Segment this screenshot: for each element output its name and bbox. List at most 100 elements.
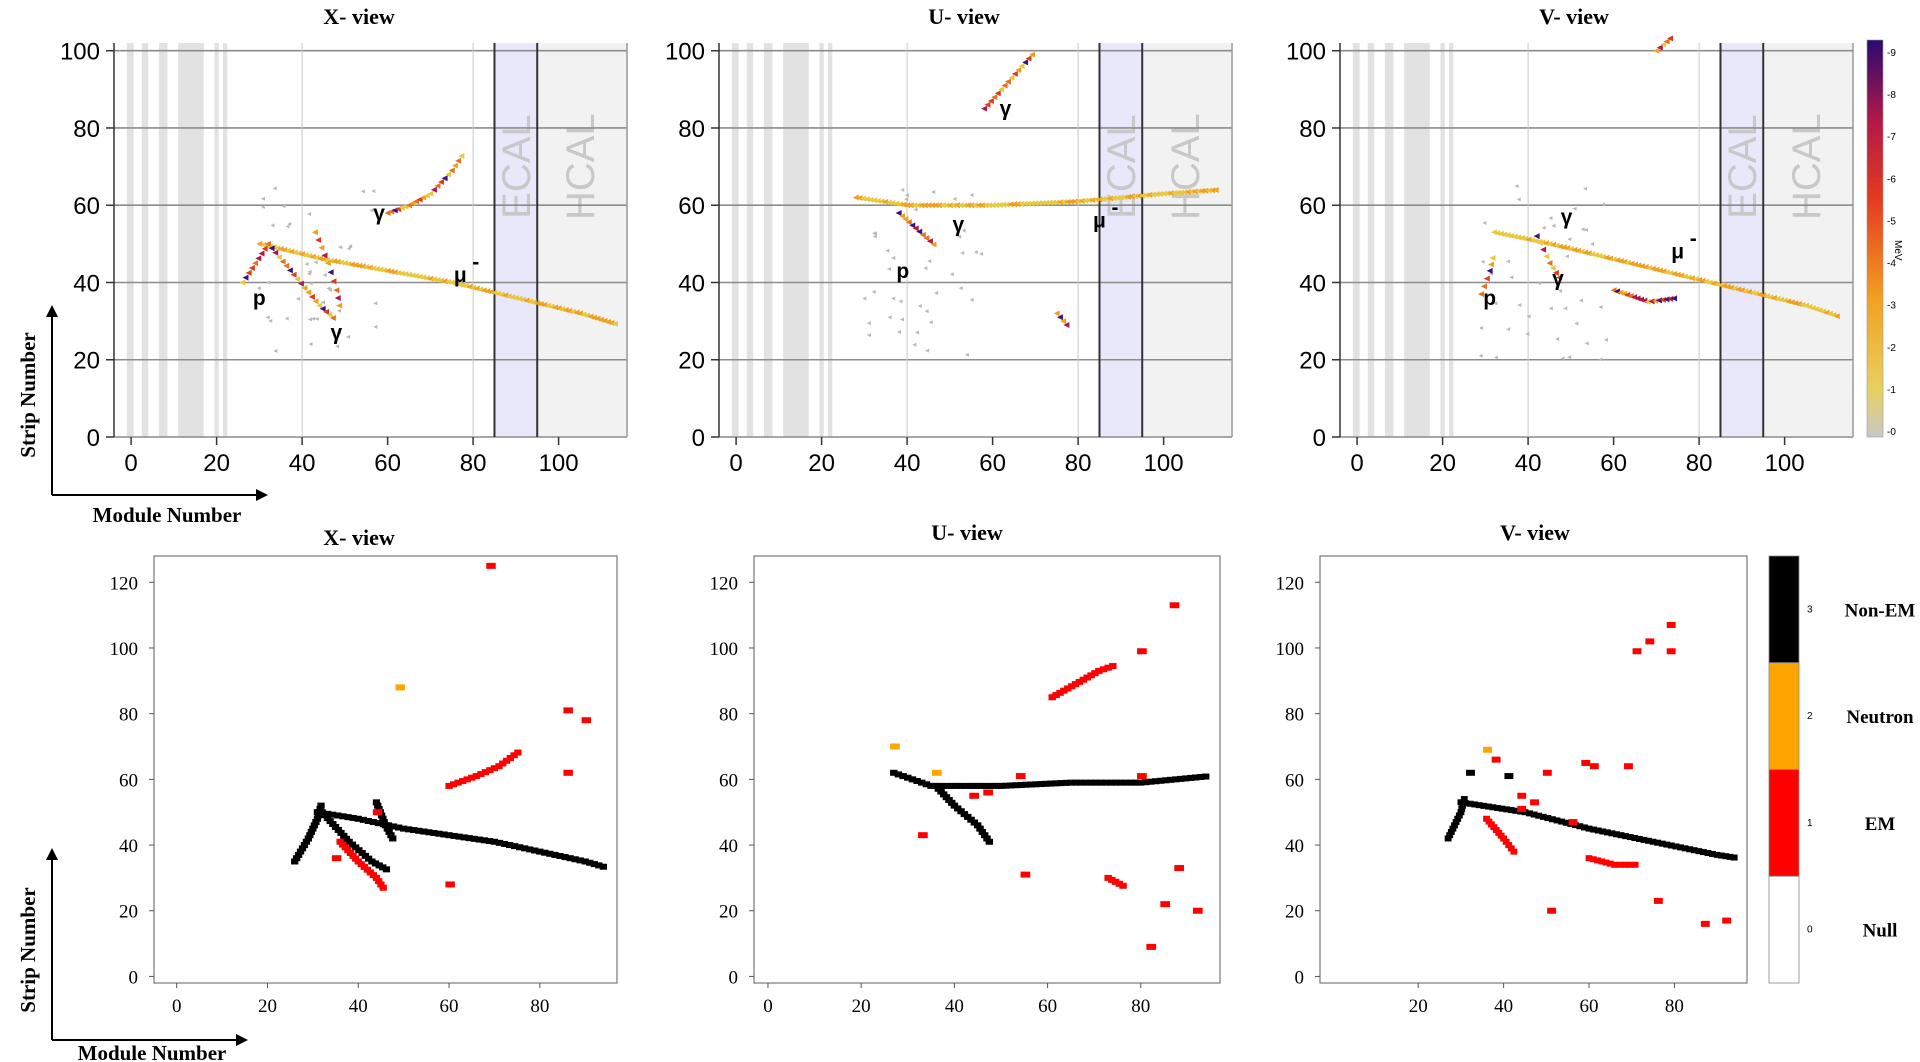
hit-cell xyxy=(380,819,388,826)
energy-hit xyxy=(1063,321,1070,328)
y-tick-label: 100 xyxy=(1276,639,1305,660)
hit-cell xyxy=(1048,694,1056,701)
hit-cell xyxy=(1613,831,1620,838)
ecal-region xyxy=(1720,43,1764,437)
background-hit xyxy=(307,317,312,322)
hit-cell xyxy=(372,874,381,881)
energy-hit xyxy=(413,273,420,280)
y-tick-label: 80 xyxy=(73,116,100,143)
background-hit xyxy=(1480,259,1485,264)
energy-hit xyxy=(279,258,286,265)
energy-hit xyxy=(470,284,477,291)
colorbar-unit: MeV xyxy=(1892,240,1903,261)
energy-hit xyxy=(1799,301,1806,308)
hit-cell xyxy=(1191,774,1200,781)
energy-hit xyxy=(987,97,994,104)
track-gamma-low xyxy=(1053,310,1070,328)
energy-hit xyxy=(1574,247,1581,254)
energy-hit xyxy=(1706,279,1713,286)
energy-hit xyxy=(1667,270,1674,277)
y-tick-label: 0 xyxy=(87,425,100,452)
energy-hit xyxy=(559,306,566,313)
energy-hit xyxy=(993,202,1000,209)
energy-hit xyxy=(1610,256,1617,263)
energy-hit xyxy=(991,94,998,101)
hit-cell xyxy=(1594,857,1601,864)
background-hit xyxy=(336,308,341,313)
tracker-band xyxy=(223,43,228,437)
hit-cell xyxy=(1176,775,1185,782)
x-tick-label: 0 xyxy=(172,996,182,1017)
energy-hit xyxy=(311,229,318,236)
hit-cell xyxy=(927,782,935,789)
energy-hit xyxy=(1763,293,1770,300)
particle-label: γ xyxy=(1552,268,1564,291)
hit-cell xyxy=(1663,841,1671,848)
colorbar-segment-neutron xyxy=(1768,662,1800,770)
background-hit xyxy=(308,281,313,286)
hit-segment xyxy=(1585,855,1639,868)
hit-cell xyxy=(486,562,496,569)
energy-hit xyxy=(370,265,377,272)
energy-hit xyxy=(1646,264,1653,271)
energy-hit xyxy=(1529,237,1536,244)
background-hit xyxy=(311,316,316,321)
energy-hit xyxy=(907,202,914,209)
hit-cell xyxy=(973,822,982,829)
energy-hit xyxy=(458,152,465,159)
hit-cell xyxy=(1640,836,1648,843)
energy-hit xyxy=(1614,257,1621,264)
x-tick-label: 20 xyxy=(852,996,871,1017)
hit-cell xyxy=(1117,779,1125,786)
energy-hit xyxy=(290,271,297,278)
hit-cell xyxy=(1099,666,1108,673)
background-hit xyxy=(281,204,286,209)
hit-cell xyxy=(1500,835,1508,842)
background-hit xyxy=(904,197,909,202)
energy-hit xyxy=(895,209,902,216)
energy-hit xyxy=(1142,192,1149,199)
energy-hit xyxy=(1621,258,1628,265)
background-hit xyxy=(369,208,374,213)
energy-hit xyxy=(569,308,576,315)
hit-cell xyxy=(1109,663,1117,670)
hit-cell xyxy=(381,822,390,829)
truth-panel-2: U- view 0 20 40 60 80 100 120 0 20 40 60 80 xyxy=(710,520,1221,1017)
hit-cell xyxy=(1502,838,1510,845)
background-hit xyxy=(957,234,962,239)
energy-hit xyxy=(1724,283,1731,290)
energy-hit xyxy=(1025,200,1032,207)
background-hit xyxy=(1590,242,1595,247)
energy-hit xyxy=(984,101,991,108)
truth-panel-3: V- view 0 20 40 60 80 100 120 20 40 60 80 xyxy=(1276,520,1748,1017)
energy-hit xyxy=(1022,59,1029,66)
background-hit xyxy=(1509,275,1514,280)
hit-cell xyxy=(495,839,504,846)
background-hit xyxy=(1567,237,1572,242)
hit-cell xyxy=(957,782,965,789)
energy-hit xyxy=(1522,235,1529,242)
energy-hit xyxy=(402,271,409,278)
hit-cell xyxy=(947,782,955,789)
energy-hit xyxy=(272,249,279,256)
energy-hit xyxy=(1153,191,1160,198)
energy-hit xyxy=(384,267,391,274)
energy-hit xyxy=(1596,252,1603,259)
energy-hit xyxy=(445,278,452,285)
hit-cell xyxy=(293,855,301,862)
energy-hit xyxy=(1550,241,1557,248)
energy-hit xyxy=(968,202,975,209)
tracker-band xyxy=(214,43,219,437)
energy-hit xyxy=(926,238,933,245)
hit-cell xyxy=(1079,676,1088,683)
category-label: Neutron xyxy=(1846,707,1914,728)
energy-hit xyxy=(308,293,315,300)
energy-hit xyxy=(284,247,291,254)
energy-hit xyxy=(1656,297,1663,304)
hit-cell xyxy=(1107,779,1115,786)
colorbar-tick: -8 xyxy=(1887,90,1896,101)
hit-cell xyxy=(1056,689,1064,696)
track-proton xyxy=(895,209,937,248)
hit-cell xyxy=(942,782,950,789)
energy-hit xyxy=(930,241,937,248)
